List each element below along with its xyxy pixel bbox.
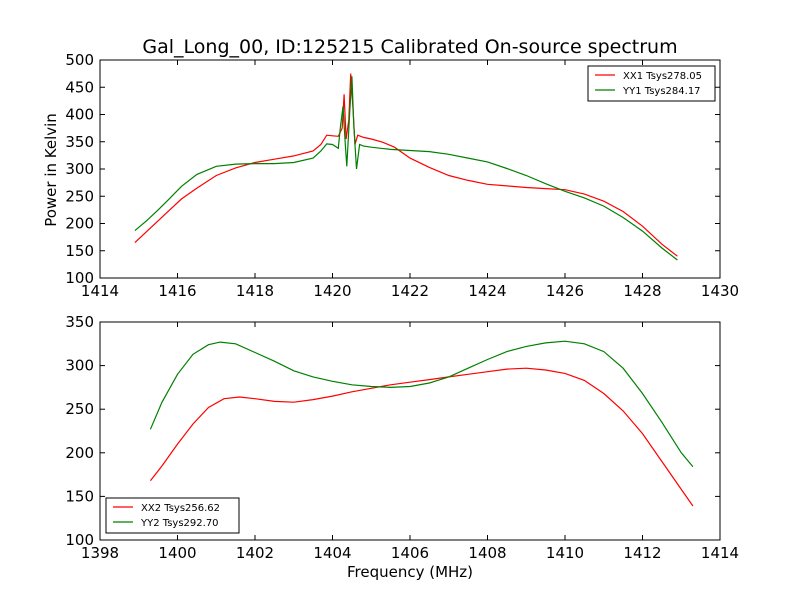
legend-label: XX1 Tsys278.05 [623,71,702,82]
y-tick-label: 200 [65,444,94,462]
x-tick-label: 1406 [391,544,429,562]
x-tick-label: 1404 [313,544,351,562]
x-tick-label: 1430 [701,282,739,300]
series-line-2-1 [149,367,694,507]
legend-label: YY1 Tsys284.17 [622,86,701,97]
y-tick-label: 300 [65,160,94,178]
legend-label: XX2 Tsys256.62 [141,503,220,514]
y-tick-label: 400 [65,106,94,124]
x-tick-label: 1428 [623,282,661,300]
x-tick-label: 1402 [236,544,274,562]
x-tick-label: 1400 [158,544,196,562]
y-tick-label: 300 [65,357,94,375]
x-tick-label: 1420 [313,282,351,300]
chart-title: Gal_Long_00, ID:125215 Calibrated On-sou… [142,36,677,58]
x-tick-label: 1422 [391,282,429,300]
y-tick-label: 150 [65,242,94,260]
y-tick-label: 450 [65,78,94,96]
x-tick-label: 1426 [546,282,584,300]
y-tick-label: 200 [65,215,94,233]
y-tick-label: 350 [65,133,94,151]
x-axis-label: Frequency (MHz) [347,563,473,581]
y-axis-label: Power in Kelvin [42,113,60,227]
x-tick-label: 1414 [81,282,119,300]
legend-box [587,65,716,102]
x-tick-label: 1412 [623,544,661,562]
series-line-1-2 [134,76,678,261]
x-tick-label: 1424 [468,282,506,300]
y-tick-label: 150 [65,487,94,505]
x-tick-label: 1418 [236,282,274,300]
y-tick-label: 100 [65,269,94,287]
bottom-subplot: 1398 1400 1402 1404 1406 1408 1410 1412 1414 100 1… [65,313,739,562]
y-tick-label: 250 [65,187,94,205]
x-tick-label: 1414 [701,544,739,562]
series-line-2-2 [149,340,694,468]
legend-label: YY2 Tsys292.70 [140,518,219,529]
y-tick-label: 250 [65,400,94,418]
top-subplot: 1414 1416 1418 1420 1422 1424 1426 1428 1430 100 1… [65,51,739,300]
x-tick-label: 1416 [158,282,196,300]
x-tick-label: 1408 [468,544,506,562]
y-tick-label: 100 [65,531,94,549]
y-tick-label: 500 [65,51,94,69]
x-tick-label: 1398 [81,544,119,562]
x-tick-label: 1410 [546,544,584,562]
y-tick-label: 350 [65,313,94,331]
legend-box [105,497,240,534]
